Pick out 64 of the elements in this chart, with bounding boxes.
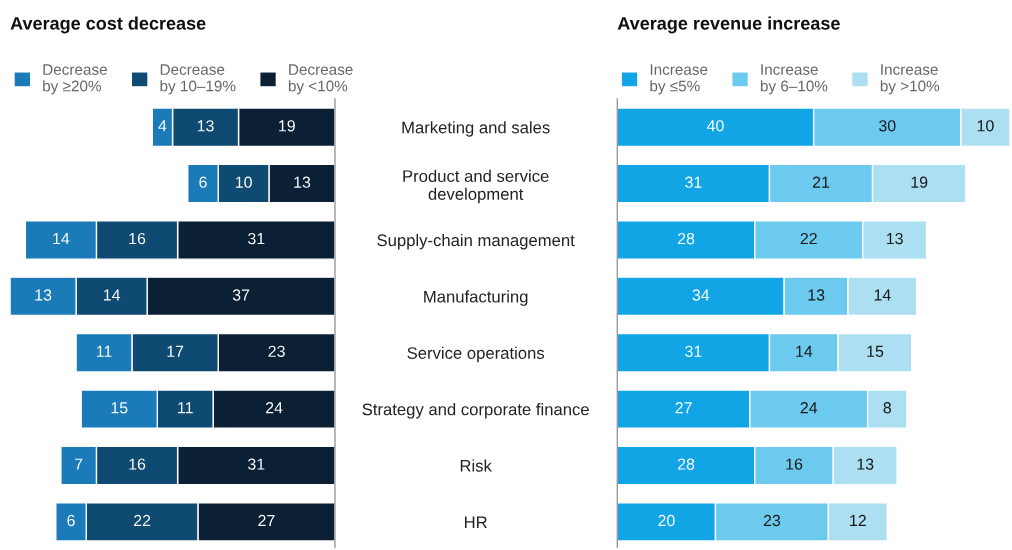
data-label: 31: [685, 345, 702, 358]
chart-title: Average cost decrease: [10, 16, 206, 34]
data-label: 13: [886, 232, 903, 245]
data-label: 19: [279, 120, 295, 132]
data-label: 22: [800, 232, 817, 245]
data-label: 20: [658, 514, 675, 527]
legend-label: Increase by >10%: [880, 64, 940, 95]
data-label: 13: [35, 289, 52, 301]
y-tick-label: Product and service development: [403, 169, 549, 204]
data-label: 10: [235, 176, 252, 188]
y-tick-label: Marketing and sales: [402, 121, 550, 137]
data-label: 10: [977, 120, 994, 132]
data-label: 15: [111, 402, 128, 414]
data-label: 30: [879, 120, 896, 132]
legend-label: Decrease by <10%: [288, 64, 353, 95]
data-label: 8: [883, 402, 892, 414]
y-tick-label: Strategy and corporate finance: [362, 403, 589, 419]
data-label: 11: [96, 345, 112, 357]
data-label: 6: [67, 514, 75, 527]
data-label: 27: [675, 402, 692, 414]
y-tick-label: Service operations: [407, 346, 545, 363]
data-label: 13: [857, 458, 874, 470]
y-tick-label: Risk: [460, 459, 492, 472]
chart-title: Average revenue increase: [617, 16, 840, 34]
data-label: 16: [786, 458, 803, 470]
data-label: 6: [199, 176, 207, 188]
data-label: 23: [268, 345, 285, 358]
data-label: 11: [178, 402, 193, 414]
data-label: 37: [232, 289, 250, 301]
data-label: 27: [258, 514, 275, 527]
legend-label: Increase by 6–10%: [760, 64, 828, 95]
data-label: 19: [911, 176, 928, 188]
data-label: 24: [800, 402, 818, 414]
data-label: 12: [850, 514, 866, 527]
y-tick-label: Manufacturing: [424, 290, 528, 306]
y-tick-label: Supply-chain management: [377, 233, 575, 250]
data-label: 22: [134, 514, 151, 527]
data-label: 31: [248, 458, 265, 470]
data-label: 34: [692, 289, 710, 301]
data-label: 16: [129, 232, 146, 245]
legend-label: Decrease by ≥20%: [43, 64, 107, 95]
y-tick-label: HR: [464, 516, 487, 528]
data-label: 23: [763, 514, 781, 527]
data-label: 17: [167, 345, 184, 357]
data-label: 28: [677, 232, 695, 245]
data-label: 14: [796, 345, 813, 357]
data-label: 31: [685, 176, 702, 188]
data-label: 15: [867, 345, 884, 358]
legend-label: Increase by ≤5%: [650, 64, 708, 95]
data-label: 24: [265, 402, 283, 414]
data-label: 31: [248, 232, 265, 245]
data-label: 14: [53, 233, 70, 245]
data-label: 13: [808, 289, 825, 301]
data-label: 13: [294, 176, 311, 188]
data-label: 4: [158, 120, 167, 132]
data-label: 28: [677, 458, 695, 470]
data-label: 14: [874, 289, 891, 301]
data-label: 14: [103, 289, 121, 301]
data-label: 7: [75, 458, 83, 470]
data-label: 40: [706, 120, 724, 132]
data-label: 13: [197, 120, 214, 132]
data-label: 16: [129, 458, 146, 470]
data-label: 21: [812, 176, 830, 188]
legend-label: Decrease by 10–19%: [160, 64, 236, 95]
